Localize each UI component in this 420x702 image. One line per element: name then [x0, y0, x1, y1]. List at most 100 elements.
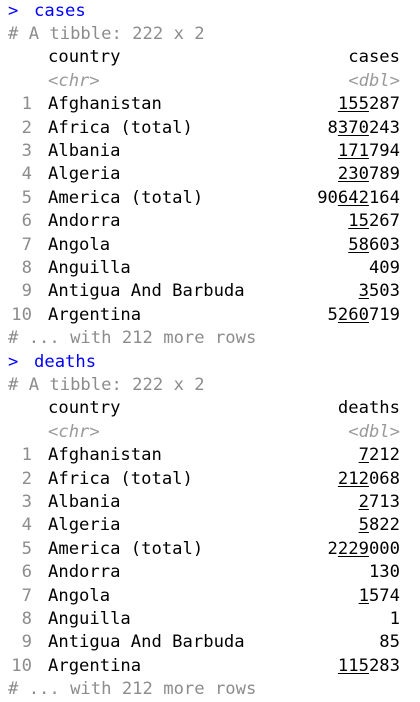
value-digits-plain: 409	[368, 257, 400, 278]
more-rows-note: # ... with 212 more rows	[8, 679, 257, 700]
row-number: 3	[21, 140, 32, 161]
cell-country: Afghanistan	[48, 94, 162, 115]
cell-country: Andorra	[48, 562, 121, 583]
cell-country: Africa (total)	[48, 117, 193, 138]
value-digits-underlined: 3	[358, 281, 369, 302]
table-row: 8 Anguilla 1	[0, 608, 420, 631]
value-digits-plain: 85	[379, 632, 400, 653]
cell-value: 58603	[348, 234, 400, 257]
column-header-value: cases	[348, 47, 400, 68]
console-prompt: >	[8, 351, 19, 372]
cell-country: Algeria	[48, 164, 121, 185]
table-row: 3 Albania 2713	[0, 491, 420, 514]
row-number: 5	[21, 538, 32, 559]
cell-country: Albania	[48, 491, 121, 512]
value-digits-rest: 789	[368, 164, 400, 185]
column-type-row: <chr> <dbl>	[0, 421, 420, 444]
table-row: 10 Argentina 5260719	[0, 304, 420, 327]
value-digits-underlined: 212	[337, 468, 369, 489]
row-number: 1	[21, 445, 32, 466]
cell-country: Antigua And Barbuda	[48, 281, 245, 302]
row-number: 9	[21, 632, 32, 653]
value-digits-underlined: 642	[337, 187, 369, 208]
row-number: 4	[21, 164, 32, 185]
tibble-header-line: # A tibble: 222 x 2	[0, 23, 420, 46]
table-row: 8 Anguilla 409	[0, 257, 420, 280]
table-row: 3 Albania 171794	[0, 140, 420, 163]
value-digits-underlined: 171	[337, 140, 369, 161]
cell-value: 15267	[348, 210, 400, 233]
value-digits-underlined: 260	[337, 304, 369, 325]
value-digits-plain: 5	[327, 304, 338, 325]
row-number: 2	[21, 117, 32, 138]
value-digits-underlined: 5	[358, 515, 369, 536]
table-row: 7 Angola 58603	[0, 234, 420, 257]
row-number: 3	[21, 491, 32, 512]
cell-country: Angola	[48, 585, 111, 606]
row-number: 10	[11, 304, 32, 325]
value-digits-rest: 794	[368, 140, 400, 161]
cell-country: Argentina	[48, 655, 142, 676]
row-number: 10	[11, 655, 32, 676]
value-digits-rest: 503	[368, 281, 400, 302]
cell-value: 171794	[338, 140, 400, 163]
cell-country: Argentina	[48, 304, 142, 325]
value-digits-rest: 267	[368, 211, 400, 232]
value-digits-plain: 130	[368, 562, 400, 583]
cell-country: Andorra	[48, 211, 121, 232]
cell-value: 5822	[359, 514, 400, 537]
row-number: 6	[21, 562, 32, 583]
column-header-value: deaths	[337, 398, 400, 419]
row-number: 4	[21, 515, 32, 536]
cell-value: 7212	[359, 444, 400, 467]
cell-country: Anguilla	[48, 608, 131, 629]
value-digits-rest: 164	[368, 187, 400, 208]
cell-value: 3503	[359, 280, 400, 303]
cell-value: 85	[379, 631, 400, 654]
table-row: 10 Argentina 115283	[0, 655, 420, 678]
cell-value: 8370243	[328, 117, 400, 140]
table-row: 7 Angola 1574	[0, 585, 420, 608]
value-digits-rest: 719	[368, 304, 400, 325]
column-type-value: <dbl>	[348, 421, 400, 442]
value-digits-rest: 574	[368, 585, 400, 606]
column-header-row: country deaths	[0, 397, 420, 420]
value-digits-rest: 822	[368, 515, 400, 536]
cell-value: 409	[369, 257, 400, 280]
row-number: 5	[21, 187, 32, 208]
row-number: 9	[21, 281, 32, 302]
cell-country: Anguilla	[48, 257, 131, 278]
row-number: 1	[21, 94, 32, 115]
value-digits-plain: 90	[317, 187, 338, 208]
value-digits-rest: 713	[368, 491, 400, 512]
table-row: 5 America (total) 2229000	[0, 538, 420, 561]
table-row: 5 America (total) 90642164	[0, 187, 420, 210]
cell-value: 90642164	[317, 187, 400, 210]
column-type-row: <chr> <dbl>	[0, 70, 420, 93]
cell-country: Angola	[48, 234, 111, 255]
cell-country: America (total)	[48, 187, 204, 208]
column-header-row: country cases	[0, 46, 420, 69]
cell-value: 230789	[338, 163, 400, 186]
value-digits-plain: 2	[327, 538, 338, 559]
column-type-value: <dbl>	[348, 70, 400, 91]
cell-country: America (total)	[48, 538, 204, 559]
value-digits-rest: 603	[368, 234, 400, 255]
cell-value: 2229000	[328, 538, 400, 561]
table-row: 1 Afghanistan 155287	[0, 93, 420, 116]
value-digits-rest: 243	[368, 117, 400, 138]
table-row: 9 Antigua And Barbuda 3503	[0, 280, 420, 303]
console-command: deaths	[34, 351, 97, 372]
cell-value: 115283	[338, 655, 400, 678]
cell-value: 130	[369, 561, 400, 584]
value-digits-rest: 287	[368, 94, 400, 115]
value-digits-rest: 212	[368, 445, 400, 466]
value-digits-rest: 283	[368, 655, 400, 676]
value-digits-plain: 1	[389, 608, 400, 629]
table-row: 4 Algeria 5822	[0, 514, 420, 537]
value-digits-underlined: 230	[337, 164, 369, 185]
cell-country: Afghanistan	[48, 445, 162, 466]
cell-value: 212068	[338, 468, 400, 491]
command-line: > cases	[0, 0, 420, 23]
